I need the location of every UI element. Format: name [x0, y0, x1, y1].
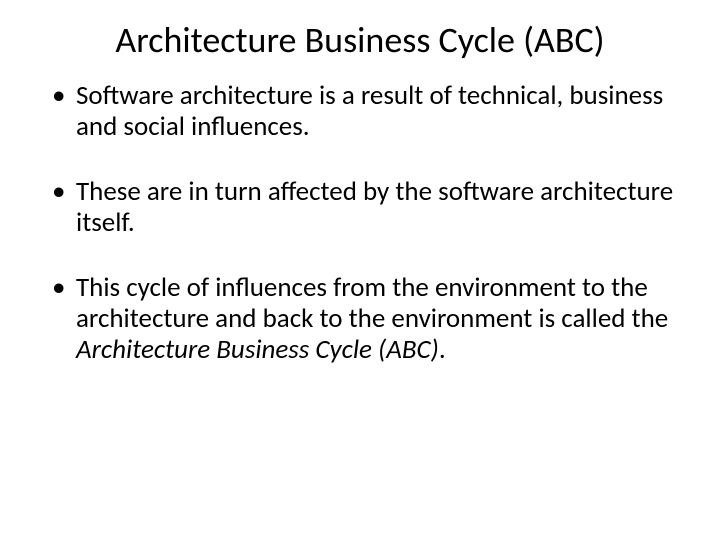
slide-title: Architecture Business Cycle (ABC)	[40, 18, 680, 62]
list-item: These are in turn affected by the softwa…	[52, 176, 680, 238]
bullet-text-italic: Architecture Business Cycle (ABC)	[76, 333, 439, 366]
list-item: This cycle of influences from the enviro…	[52, 272, 680, 365]
bullet-text-prefix: This cycle of influences from the enviro…	[76, 271, 668, 335]
bullet-text: Software architecture is a result of tec…	[76, 79, 663, 143]
bullet-list: Software architecture is a result of tec…	[40, 80, 680, 365]
bullet-text: These are in turn affected by the softwa…	[76, 175, 673, 239]
bullet-text-suffix: .	[439, 333, 446, 366]
list-item: Software architecture is a result of tec…	[52, 80, 680, 142]
slide: Architecture Business Cycle (ABC) Softwa…	[0, 0, 720, 540]
